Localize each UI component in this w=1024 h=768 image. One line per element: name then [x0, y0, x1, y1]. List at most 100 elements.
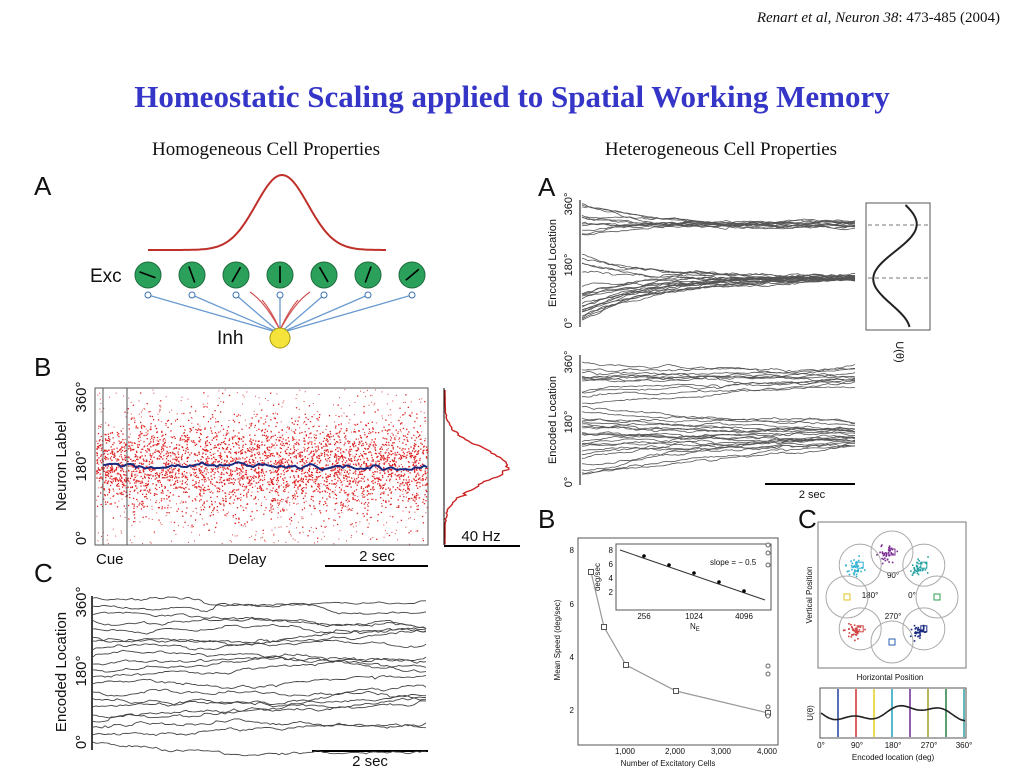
spike	[314, 462, 316, 464]
spike	[131, 503, 134, 505]
spike	[334, 467, 337, 470]
spike	[369, 517, 371, 519]
spike	[336, 485, 338, 487]
spike	[352, 455, 354, 457]
spike	[125, 474, 127, 476]
spike	[104, 433, 106, 436]
spike	[228, 394, 231, 397]
spike	[360, 487, 363, 489]
spike	[233, 489, 235, 491]
spike	[299, 484, 301, 486]
spike	[194, 540, 196, 542]
spike	[289, 466, 291, 469]
spike	[237, 441, 240, 443]
spike	[320, 454, 323, 456]
bump-position	[882, 554, 885, 557]
spike	[184, 435, 187, 437]
spike	[395, 454, 398, 456]
bump-position	[920, 562, 923, 565]
spike	[253, 480, 255, 482]
spike	[228, 493, 230, 496]
spike	[213, 473, 215, 476]
spike	[271, 500, 273, 502]
spike	[184, 452, 186, 454]
spike	[326, 425, 328, 427]
spike	[133, 535, 135, 537]
spike	[270, 447, 272, 449]
spike	[302, 531, 304, 533]
spike	[391, 444, 393, 447]
spike	[119, 462, 121, 464]
spike	[399, 489, 402, 491]
spike	[145, 495, 147, 498]
bump-position	[855, 563, 857, 565]
bump-position	[885, 555, 888, 558]
spike	[127, 456, 130, 458]
spike	[379, 469, 381, 472]
spike	[130, 401, 132, 403]
spike	[255, 476, 257, 478]
spike	[256, 482, 258, 484]
spike	[389, 429, 391, 431]
spike	[344, 469, 346, 471]
spike	[322, 531, 324, 533]
spike	[388, 500, 390, 502]
spike	[385, 443, 387, 446]
spike	[407, 406, 409, 409]
spike	[111, 448, 113, 451]
spike	[324, 526, 326, 528]
spike	[386, 438, 388, 440]
spike	[259, 457, 261, 459]
spike	[234, 513, 237, 516]
spike	[152, 483, 154, 485]
spike	[284, 468, 286, 470]
spike	[179, 480, 181, 482]
spike	[350, 486, 352, 488]
spike	[314, 507, 316, 510]
spike	[358, 480, 360, 482]
spike	[254, 426, 256, 428]
spike	[201, 495, 203, 497]
spike	[400, 455, 402, 457]
spike	[272, 412, 274, 415]
spike	[234, 522, 236, 525]
spike	[163, 442, 165, 445]
spike	[413, 471, 416, 473]
inh-synapse	[320, 291, 328, 299]
spike	[211, 511, 213, 513]
spike	[316, 485, 319, 488]
spike	[191, 531, 193, 533]
spike	[287, 437, 290, 439]
bump-position	[924, 562, 927, 564]
spike	[241, 466, 244, 469]
spike	[291, 495, 294, 497]
spike	[132, 497, 135, 500]
spike	[197, 476, 200, 479]
spike	[197, 429, 199, 432]
spike	[173, 462, 176, 464]
spike	[250, 455, 252, 457]
spike	[119, 442, 121, 445]
spike	[360, 477, 363, 479]
spike	[111, 466, 113, 468]
spike	[398, 457, 401, 459]
spike	[156, 439, 158, 441]
spike	[106, 539, 108, 541]
spike	[398, 506, 400, 508]
spike	[226, 447, 228, 450]
spike	[391, 459, 394, 461]
bump-position	[883, 552, 885, 555]
spike	[242, 457, 244, 459]
spike	[383, 456, 385, 458]
spike	[254, 470, 256, 472]
spike	[145, 428, 147, 430]
trace	[582, 380, 855, 398]
spike	[289, 476, 292, 478]
spike	[328, 482, 331, 485]
spike	[404, 412, 406, 414]
spike	[349, 463, 351, 465]
spike	[97, 468, 100, 471]
spike	[399, 454, 402, 456]
spike	[417, 508, 419, 511]
spike	[311, 457, 314, 459]
